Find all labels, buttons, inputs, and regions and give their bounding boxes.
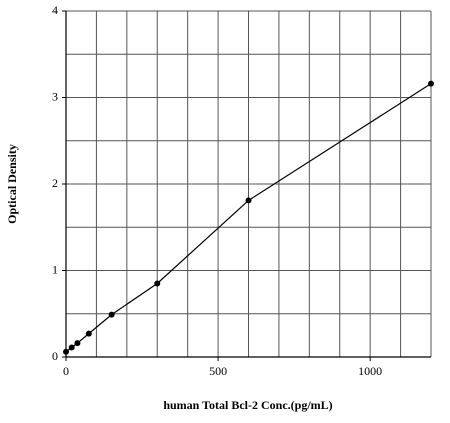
data-point: [154, 280, 161, 287]
x-tick-label: 0: [63, 364, 69, 378]
data-point: [108, 311, 115, 318]
data-point: [428, 80, 434, 87]
x-tick-label: 500: [209, 364, 227, 378]
x-tick-label: 1000: [358, 364, 382, 378]
data-point: [63, 348, 69, 355]
y-tick-label: 2: [52, 176, 58, 190]
data-point: [245, 197, 252, 204]
data-point: [68, 344, 75, 351]
y-axis-label: Optical Density: [5, 144, 19, 224]
y-tick-label: 1: [52, 262, 58, 276]
y-tick-label: 0: [52, 349, 58, 363]
y-tick-label: 4: [52, 3, 58, 17]
data-point: [85, 330, 92, 337]
data-point: [74, 340, 81, 347]
y-tick-label: 3: [52, 89, 58, 103]
x-axis-label: human Total Bcl-2 Conc.(pg/mL): [163, 398, 332, 412]
